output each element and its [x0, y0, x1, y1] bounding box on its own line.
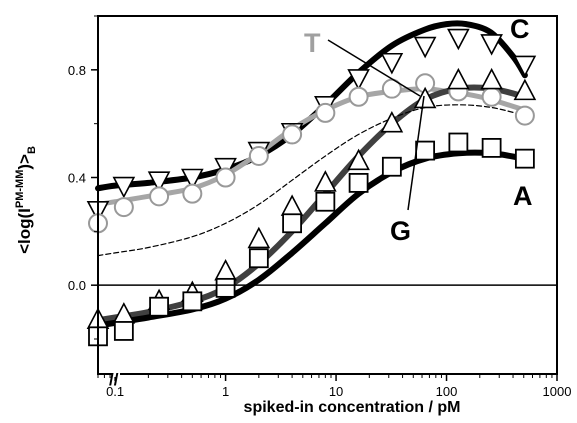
axes-layer: 0.1 1 10 100 1000 0.0 0.4 0.8 [68, 15, 572, 399]
data-point-g [247, 226, 271, 249]
data-point-t [514, 105, 535, 126]
data-point-t [481, 86, 502, 107]
data-point-g [347, 148, 370, 171]
data-point-a [315, 191, 336, 212]
axis-break-gap [112, 371, 120, 377]
y-tick-label: 0.0 [68, 278, 86, 293]
data-point-c [347, 69, 370, 91]
data-point-g [413, 86, 437, 109]
y-axis-title-sub: B [26, 146, 38, 154]
y-tick-label: 0.4 [68, 171, 86, 186]
y-axis-title-sup: PM-MM [14, 170, 26, 209]
annotation-label-c: C [510, 14, 530, 44]
data-point-c [380, 52, 404, 75]
data-point-g [513, 78, 537, 101]
annotation-pointer-g [407, 95, 425, 211]
data-point-c [447, 28, 470, 51]
data-point-a [381, 156, 402, 177]
data-point-a [282, 213, 302, 234]
x-tick-label: 1 [222, 384, 229, 399]
data-point-c [147, 171, 171, 193]
data-point-t [282, 124, 303, 145]
data-point-a [348, 172, 369, 193]
data-point-a [182, 291, 203, 312]
annotation-label-g: G [390, 216, 411, 246]
data-point-t [348, 86, 369, 107]
x-tick-label: 100 [436, 384, 458, 399]
data-point-a [113, 321, 134, 341]
fit-curve-reference [97, 104, 526, 257]
data-point-g [380, 110, 404, 133]
data-point-c [112, 176, 136, 199]
data-point-c [513, 55, 537, 78]
y-axis-title: <log(IPM-MM)>B [14, 146, 38, 254]
labels-layer: spiked-in concentration / pM <log(IPM-MM… [14, 14, 533, 416]
x-tick-label: 0.1 [106, 384, 124, 399]
data-point-a [248, 248, 269, 269]
data-point-t [182, 183, 203, 204]
data-point-g [214, 258, 237, 281]
fit-curve-c [95, 20, 528, 192]
data-point-t [248, 145, 269, 166]
y-tick-label: 0.8 [68, 63, 86, 78]
y-axis-title-main: <log(I [15, 208, 34, 254]
x-tick-label: 1000 [543, 384, 572, 399]
data-point-g [314, 170, 337, 192]
data-point-t [215, 167, 236, 188]
data-point-t [149, 186, 170, 207]
axis-break-mark: // [109, 370, 119, 389]
y-axis-title-close: )> [15, 154, 34, 170]
x-axis-title: spiked-in concentration / pM [244, 399, 461, 416]
annotation-label-a: A [513, 181, 533, 211]
annotation-label-t: T [304, 28, 321, 58]
data-point-a [481, 137, 502, 158]
data-point-t [315, 102, 336, 123]
data-point-c [413, 36, 437, 59]
annotation-pointer-t [327, 39, 421, 97]
data-point-a [514, 148, 535, 169]
data-point-a [448, 132, 469, 153]
data-point-t [113, 197, 134, 218]
data-point-a [415, 140, 436, 161]
data-point-a [215, 277, 236, 298]
markers-layer [86, 28, 537, 347]
data-point-g [447, 67, 470, 90]
data-point-c [181, 168, 204, 191]
data-point-a [149, 296, 169, 317]
data-point-g [480, 67, 503, 90]
plot-frame [97, 15, 558, 375]
fit-curve-a [95, 149, 528, 329]
data-point-g [280, 194, 304, 216]
data-point-c [480, 34, 503, 56]
x-tick-label: 10 [329, 384, 343, 399]
